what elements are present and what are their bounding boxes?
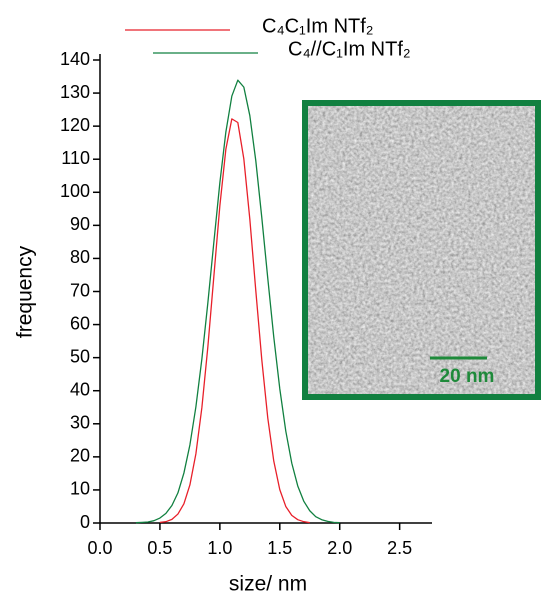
x-tick-label: 2.5 — [387, 538, 412, 558]
x-tick-label: 1.0 — [207, 538, 232, 558]
inset-frame — [302, 100, 541, 400]
scale-bar-label: 20 nm — [440, 366, 495, 387]
inset-image: 20 nm — [302, 100, 541, 400]
y-tick-label: 50 — [70, 346, 90, 366]
y-tick-label: 120 — [60, 115, 90, 135]
y-tick-label: 10 — [70, 479, 90, 499]
y-tick-label: 130 — [60, 82, 90, 102]
legend-label: C₄C₁Im NTf₂ — [262, 15, 374, 37]
tem-micrograph — [305, 103, 538, 397]
data-line — [159, 118, 310, 524]
x-axis-title: size/ nm — [229, 573, 307, 596]
y-tick-label: 140 — [60, 49, 90, 69]
y-tick-label: 90 — [70, 214, 90, 234]
y-tick-label: 100 — [60, 181, 90, 201]
y-tick-label: 0 — [80, 512, 90, 532]
y-axis-title: frequency — [14, 245, 37, 338]
x-tick-label: 0.0 — [87, 538, 112, 558]
y-tick-label: 20 — [70, 446, 90, 466]
y-tick-label: 40 — [70, 379, 90, 399]
x-tick-label: 0.5 — [147, 538, 172, 558]
x-tick-label: 1.5 — [267, 538, 292, 558]
y-tick-label: 70 — [70, 280, 90, 300]
y-tick-label: 60 — [70, 313, 90, 333]
y-tick-label: 80 — [70, 247, 90, 267]
y-tick-label: 30 — [70, 413, 90, 433]
legend-label: C₄//C₁Im NTf₂ — [288, 38, 411, 60]
y-tick-label: 110 — [61, 148, 90, 168]
data-line — [135, 79, 340, 524]
x-tick-label: 2.0 — [327, 538, 352, 558]
